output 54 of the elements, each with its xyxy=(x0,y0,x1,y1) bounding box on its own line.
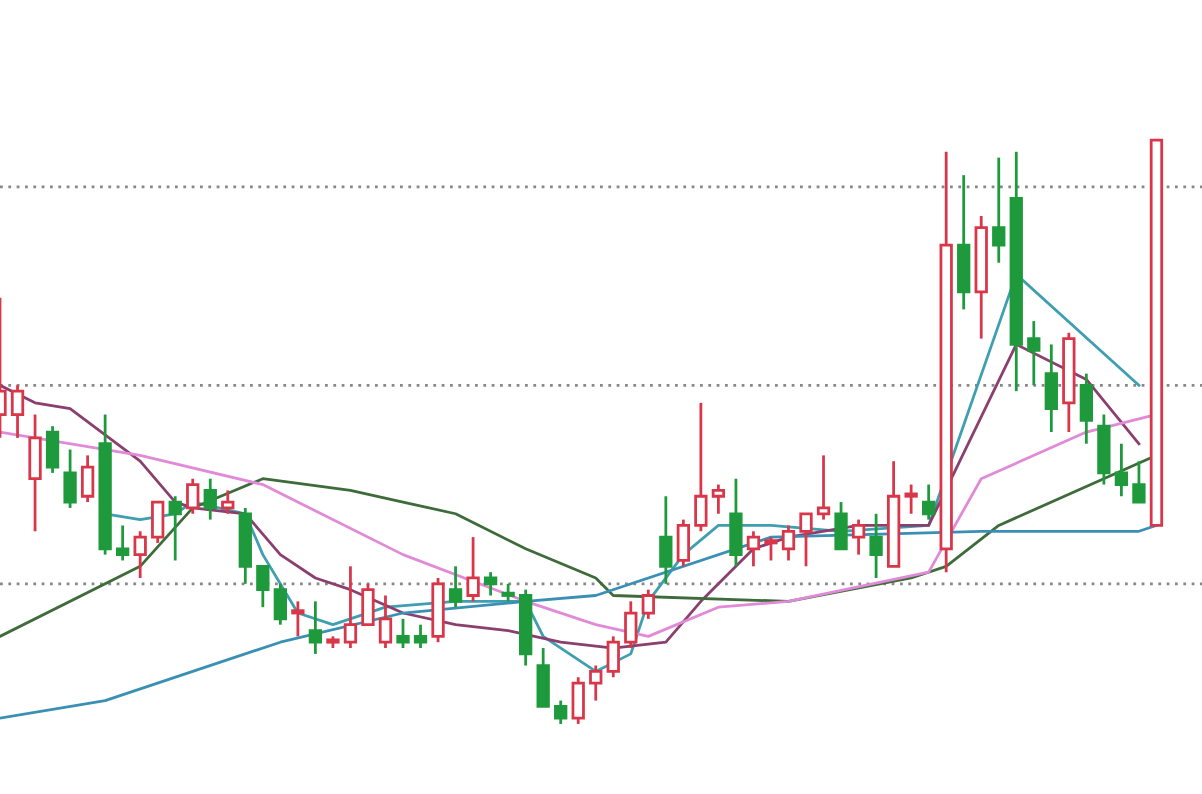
candlestick xyxy=(80,453,95,504)
candlestick xyxy=(641,588,655,621)
candlestick xyxy=(729,477,743,568)
candlestick xyxy=(694,401,708,533)
candlestick xyxy=(957,173,971,311)
candlestick xyxy=(361,582,375,627)
candlestick xyxy=(343,564,358,650)
candlestick xyxy=(1079,372,1093,446)
candlestick xyxy=(378,594,393,650)
candlestick xyxy=(606,634,620,679)
candlestick xyxy=(63,448,77,510)
candlestick xyxy=(659,494,673,586)
candlestick xyxy=(904,483,918,516)
candlestick xyxy=(1114,442,1129,498)
candlestick xyxy=(291,599,305,638)
candlestick xyxy=(221,489,235,516)
candlestick xyxy=(273,582,287,627)
candlestick xyxy=(781,524,796,562)
candlestick xyxy=(746,529,761,568)
candlestick xyxy=(151,500,165,545)
candlestick xyxy=(133,529,147,580)
candlestick xyxy=(1044,343,1058,434)
candlestick xyxy=(676,518,690,568)
candlestick xyxy=(571,675,585,726)
candlestick xyxy=(1027,319,1041,387)
candlestick xyxy=(869,512,883,580)
candlestick xyxy=(992,156,1006,265)
candlestick xyxy=(45,424,60,475)
candlestick xyxy=(922,483,936,521)
candlestick xyxy=(28,413,42,533)
candlestick xyxy=(448,564,463,609)
candlestick xyxy=(624,599,638,650)
candlestick xyxy=(834,500,848,551)
candlestick xyxy=(203,477,217,521)
candlestick xyxy=(308,599,323,656)
candlestick xyxy=(168,494,182,562)
candlestick xyxy=(1132,459,1146,504)
candlestick xyxy=(466,535,480,603)
candlestick xyxy=(396,617,410,650)
candlestick xyxy=(711,483,726,516)
candlestick xyxy=(10,383,25,440)
candlestick xyxy=(186,477,200,516)
candlestick xyxy=(799,512,813,568)
candlestick xyxy=(851,518,866,557)
candlestick xyxy=(116,524,130,562)
candlestick xyxy=(589,664,603,702)
candlestick xyxy=(483,570,498,597)
candlestick xyxy=(764,535,778,562)
candlestick xyxy=(256,564,270,609)
candlestick xyxy=(554,699,568,726)
candlestick xyxy=(1097,413,1111,486)
candlestick xyxy=(816,453,831,521)
candlestick xyxy=(536,646,550,708)
candlestick xyxy=(413,623,428,650)
